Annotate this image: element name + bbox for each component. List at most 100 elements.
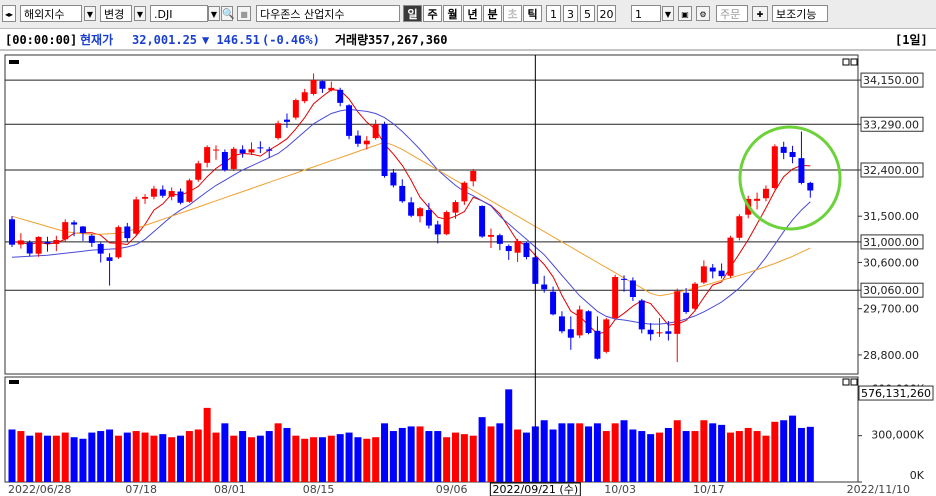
candle-body (133, 199, 140, 234)
volume-bar (194, 429, 202, 482)
candle-body (700, 266, 707, 283)
period-button[interactable]: 틱 (523, 5, 542, 22)
period-button[interactable]: 일 (403, 5, 422, 22)
candle-body (328, 87, 335, 91)
candle-body (505, 246, 512, 252)
symbol-input[interactable]: .DJI (150, 5, 208, 22)
candle-body (629, 280, 636, 298)
candle-body (195, 163, 202, 180)
change-select[interactable]: 변경 (100, 5, 132, 22)
order-button[interactable]: 주문 (716, 5, 748, 22)
volume-bar (638, 431, 646, 482)
x-tick-label: 10/03 (604, 483, 636, 496)
volume-bar (61, 432, 69, 482)
y-tick-label: 31,000.00 (863, 236, 919, 249)
period-button[interactable]: 월 (443, 5, 462, 22)
volume-bar (664, 427, 672, 482)
volume-bar (567, 423, 575, 482)
candle-body (523, 242, 530, 258)
period-button[interactable]: 분 (483, 5, 502, 22)
volume-bar (372, 437, 380, 482)
candle-body (283, 119, 290, 122)
candle-body (665, 331, 672, 334)
volume-bar (718, 424, 726, 482)
candle-body (363, 140, 370, 145)
panel-button (850, 378, 858, 386)
volume-bar (177, 435, 185, 482)
volume-marker-box (858, 385, 934, 401)
candle-body (709, 267, 716, 272)
interval-button[interactable]: 20 (597, 5, 616, 22)
candle-body (727, 237, 734, 276)
volume-bar (460, 434, 468, 482)
volume-bar (212, 432, 220, 482)
y2-tick-label: 0K (910, 469, 925, 482)
volume-bar (673, 420, 681, 482)
volume-bar (114, 435, 122, 482)
volume-bar (487, 426, 495, 482)
volume-bar (726, 432, 734, 482)
icon-button[interactable]: ■ (237, 6, 251, 21)
candle-body (275, 123, 282, 139)
x-tick-label: 08/15 (303, 483, 335, 496)
candle-body (425, 210, 432, 226)
tools-button[interactable]: 보조기능 (772, 5, 828, 22)
volume-bar (469, 435, 477, 482)
interval-button[interactable]: 1 (546, 5, 561, 22)
volume-bar (363, 438, 371, 482)
add-button[interactable]: ✚ (752, 6, 768, 21)
volume-bar (123, 432, 131, 482)
candle-body (301, 92, 308, 102)
tick-box (860, 282, 924, 298)
dropdown-arrow[interactable]: ▼ (662, 6, 674, 21)
candle-body (337, 89, 344, 103)
market-select[interactable]: 해외지수 (20, 5, 82, 22)
save-button[interactable]: ▣ (678, 6, 692, 21)
dropdown-arrow[interactable]: ▼ (208, 6, 220, 21)
dropdown-arrow[interactable]: ▼ (84, 6, 96, 21)
volume-bar (79, 438, 87, 482)
candle-body (319, 81, 326, 89)
y-tick-label: 34,150.00 (863, 74, 919, 87)
volume-bar (17, 431, 25, 482)
interval-button[interactable]: 5 (580, 5, 595, 22)
period: [1일] (895, 33, 928, 47)
candle-body (567, 329, 574, 338)
volume-bar (452, 432, 459, 482)
volume-label: 거래량 (335, 33, 369, 47)
volume-bar (185, 431, 193, 482)
nav-button[interactable]: ◂▸ (2, 5, 16, 22)
candle-body (106, 257, 113, 261)
period-button[interactable]: 년 (463, 5, 482, 22)
volume-bar (283, 427, 291, 482)
candle-body (621, 278, 628, 280)
candle-body (807, 182, 814, 191)
tick-box (860, 234, 924, 250)
volume-bar (203, 407, 211, 482)
candle-body (381, 124, 388, 176)
volume-bar (292, 435, 300, 482)
search-button[interactable]: 🔍 (221, 6, 234, 21)
volume-bar (43, 435, 51, 482)
candle-body (612, 276, 619, 318)
volume-bar (407, 426, 415, 482)
y-tick-label: 28,800.00 (863, 349, 919, 362)
price-label: 현재가 (80, 33, 114, 47)
period-button[interactable]: 주 (423, 5, 442, 22)
candle-body (186, 180, 193, 202)
volume-bar (221, 423, 229, 482)
candle-body (177, 191, 184, 203)
candle-body (230, 148, 237, 169)
volume-bar (762, 435, 770, 482)
candle-body (576, 309, 583, 336)
candle-body (718, 270, 725, 277)
candle-body (603, 319, 610, 352)
period-button[interactable]: 초 (503, 5, 522, 22)
interval-button[interactable]: 3 (563, 5, 578, 22)
dropdown-arrow[interactable]: ▼ (134, 6, 146, 21)
candle-body (346, 105, 353, 136)
settings-button[interactable]: ⚙ (696, 6, 710, 21)
count-input[interactable]: 1 (631, 5, 661, 22)
volume-bar (354, 437, 362, 482)
